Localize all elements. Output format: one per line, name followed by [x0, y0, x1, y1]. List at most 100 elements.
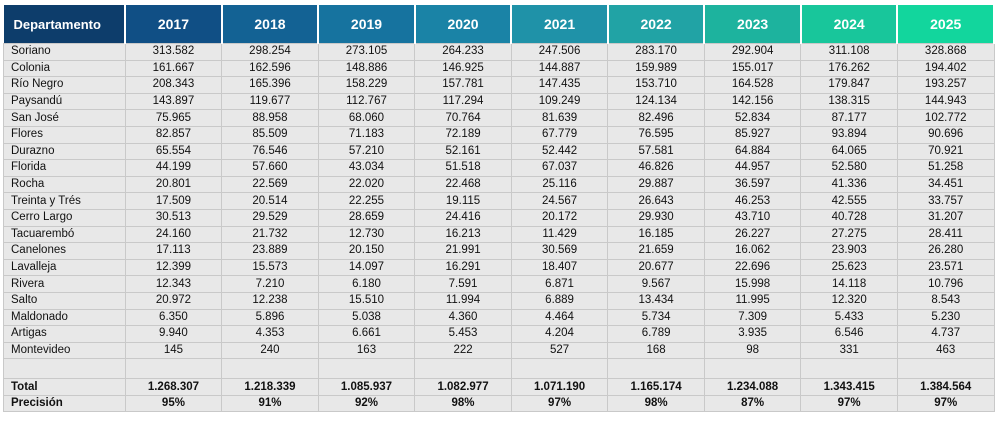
row-label: Paysandú	[3, 92, 126, 111]
table-cell: 20.801	[124, 175, 223, 194]
blank-separator-row	[3, 358, 995, 380]
table-cell: 90.696	[896, 125, 995, 144]
table-row: San José 75.965 88.958 68.060 70.764 81.639 82…	[3, 109, 995, 127]
table-cell: 6.789	[607, 325, 705, 343]
table-row: Montevideo 145 240 163 222 527 168 98 331 463	[3, 341, 995, 360]
table-cell: 92%	[317, 394, 416, 413]
table-row: Soriano 313.582 298.254 273.105 264.233 247.5…	[3, 43, 995, 61]
table-cell: 14.118	[800, 275, 898, 293]
table-cell: 29.887	[607, 175, 705, 194]
table-cell: 27.275	[800, 225, 898, 244]
empty-cell	[221, 358, 319, 380]
table-cell: 161.667	[124, 59, 223, 78]
row-label: Total	[3, 378, 126, 396]
table-cell: 222	[414, 341, 512, 360]
column-header-year: 2020	[414, 5, 513, 44]
table-cell: 1.071.190	[510, 378, 609, 396]
row-label: Canelones	[3, 242, 126, 260]
table-cell: 95%	[124, 394, 223, 413]
table-cell: 22.255	[317, 192, 416, 210]
row-label: Rivera	[3, 275, 126, 293]
empty-cell	[124, 358, 223, 380]
table-cell: 98	[703, 341, 802, 360]
table-cell: 144.887	[510, 59, 609, 78]
column-header-year: 2024	[800, 5, 899, 44]
table-cell: 6.350	[124, 308, 223, 327]
table-cell: 52.161	[414, 142, 512, 161]
table-cell: 30.513	[124, 208, 223, 227]
table-cell: 159.989	[607, 59, 705, 78]
table-cell: 112.767	[317, 92, 416, 111]
table-cell: 7.309	[703, 308, 802, 327]
column-header-year: 2023	[704, 5, 802, 44]
table-cell: 41.336	[800, 175, 898, 194]
table-cell: 298.254	[221, 43, 319, 61]
row-label: Flores	[3, 125, 126, 144]
table-row: Flores 82.857 85.509 71.183 72.189 67.779 76.5…	[3, 125, 995, 144]
table-row: Treinta y Trés 17.509 20.514 22.255 19.115 24…	[3, 192, 995, 210]
table-cell: 25.116	[510, 175, 609, 194]
table-row: Rivera 12.343 7.210 6.180 7.591 6.871 9.567 15.…	[3, 275, 995, 293]
table-cell: 247.506	[510, 43, 609, 61]
table-cell: 16.213	[414, 225, 512, 244]
empty-cell	[800, 358, 898, 380]
table-cell: 117.294	[414, 92, 512, 111]
empty-cell	[3, 358, 126, 380]
table-cell: 43.034	[317, 159, 416, 177]
table-row: Maldonado 6.350 5.896 5.038 4.360 4.464 5.734 7…	[3, 308, 995, 327]
row-label: Río Negro	[3, 76, 126, 94]
table-cell: 1.085.937	[317, 378, 416, 396]
table-cell: 146.925	[414, 59, 512, 78]
table-cell: 68.060	[317, 109, 416, 127]
table-cell: 119.677	[221, 92, 319, 111]
table-cell: 283.170	[607, 43, 705, 61]
table-cell: 9.567	[607, 275, 705, 293]
table-cell: 82.857	[124, 125, 223, 144]
table-cell: 42.555	[800, 192, 898, 210]
table-cell: 21.732	[221, 225, 319, 244]
table-row: Artigas 9.940 4.353 6.661 5.453 4.204 6.789 3.9…	[3, 325, 995, 343]
table-cell: 44.199	[124, 159, 223, 177]
table-cell: 26.227	[703, 225, 802, 244]
table-cell: 20.972	[124, 291, 223, 310]
table-cell: 102.772	[896, 109, 995, 127]
table-cell: 20.150	[317, 242, 416, 260]
column-header-year: 2018	[221, 5, 320, 44]
table-row: Rocha 20.801 22.569 22.020 22.468 25.116 29.88…	[3, 175, 995, 194]
table-cell: 158.229	[317, 76, 416, 94]
table-cell: 20.677	[607, 258, 705, 277]
table-cell: 143.897	[124, 92, 223, 111]
column-header-year: 2022	[607, 5, 706, 44]
table-cell: 16.185	[607, 225, 705, 244]
table-cell: 51.518	[414, 159, 512, 177]
table-cell: 176.262	[800, 59, 898, 78]
table-cell: 97%	[800, 394, 898, 413]
row-label: Artigas	[3, 325, 126, 343]
table-body: Soriano 313.582 298.254 273.105 264.233 247.5…	[3, 43, 995, 413]
table-cell: 8.543	[896, 291, 995, 310]
table-cell: 311.108	[800, 43, 898, 61]
table-cell: 22.468	[414, 175, 512, 194]
table-cell: 85.509	[221, 125, 319, 144]
table-cell: 6.889	[510, 291, 609, 310]
header-row: Departamento 2017 2018 2019 2020 2021 2022 202…	[3, 5, 995, 44]
table-cell: 46.253	[703, 192, 802, 210]
empty-cell	[607, 358, 705, 380]
table-cell: 29.529	[221, 208, 319, 227]
table-cell: 1.234.088	[703, 378, 802, 396]
table-cell: 1.343.415	[800, 378, 898, 396]
table-cell: 15.998	[703, 275, 802, 293]
row-label: Precisión	[3, 394, 126, 413]
table-cell: 87%	[703, 394, 802, 413]
table-cell: 12.730	[317, 225, 416, 244]
table-cell: 273.105	[317, 43, 416, 61]
table-cell: 57.660	[221, 159, 319, 177]
table-row: Florida 44.199 57.660 43.034 51.518 67.037 46.…	[3, 159, 995, 177]
table-cell: 12.238	[221, 291, 319, 310]
table-cell: 98%	[607, 394, 705, 413]
table-cell: 67.779	[510, 125, 609, 144]
table-cell: 57.581	[607, 142, 705, 161]
table-cell: 52.442	[510, 142, 609, 161]
precision-row: Precisión 95% 91% 92% 98% 97% 98% 87% 97% 97%	[3, 394, 995, 413]
table-cell: 147.435	[510, 76, 609, 94]
